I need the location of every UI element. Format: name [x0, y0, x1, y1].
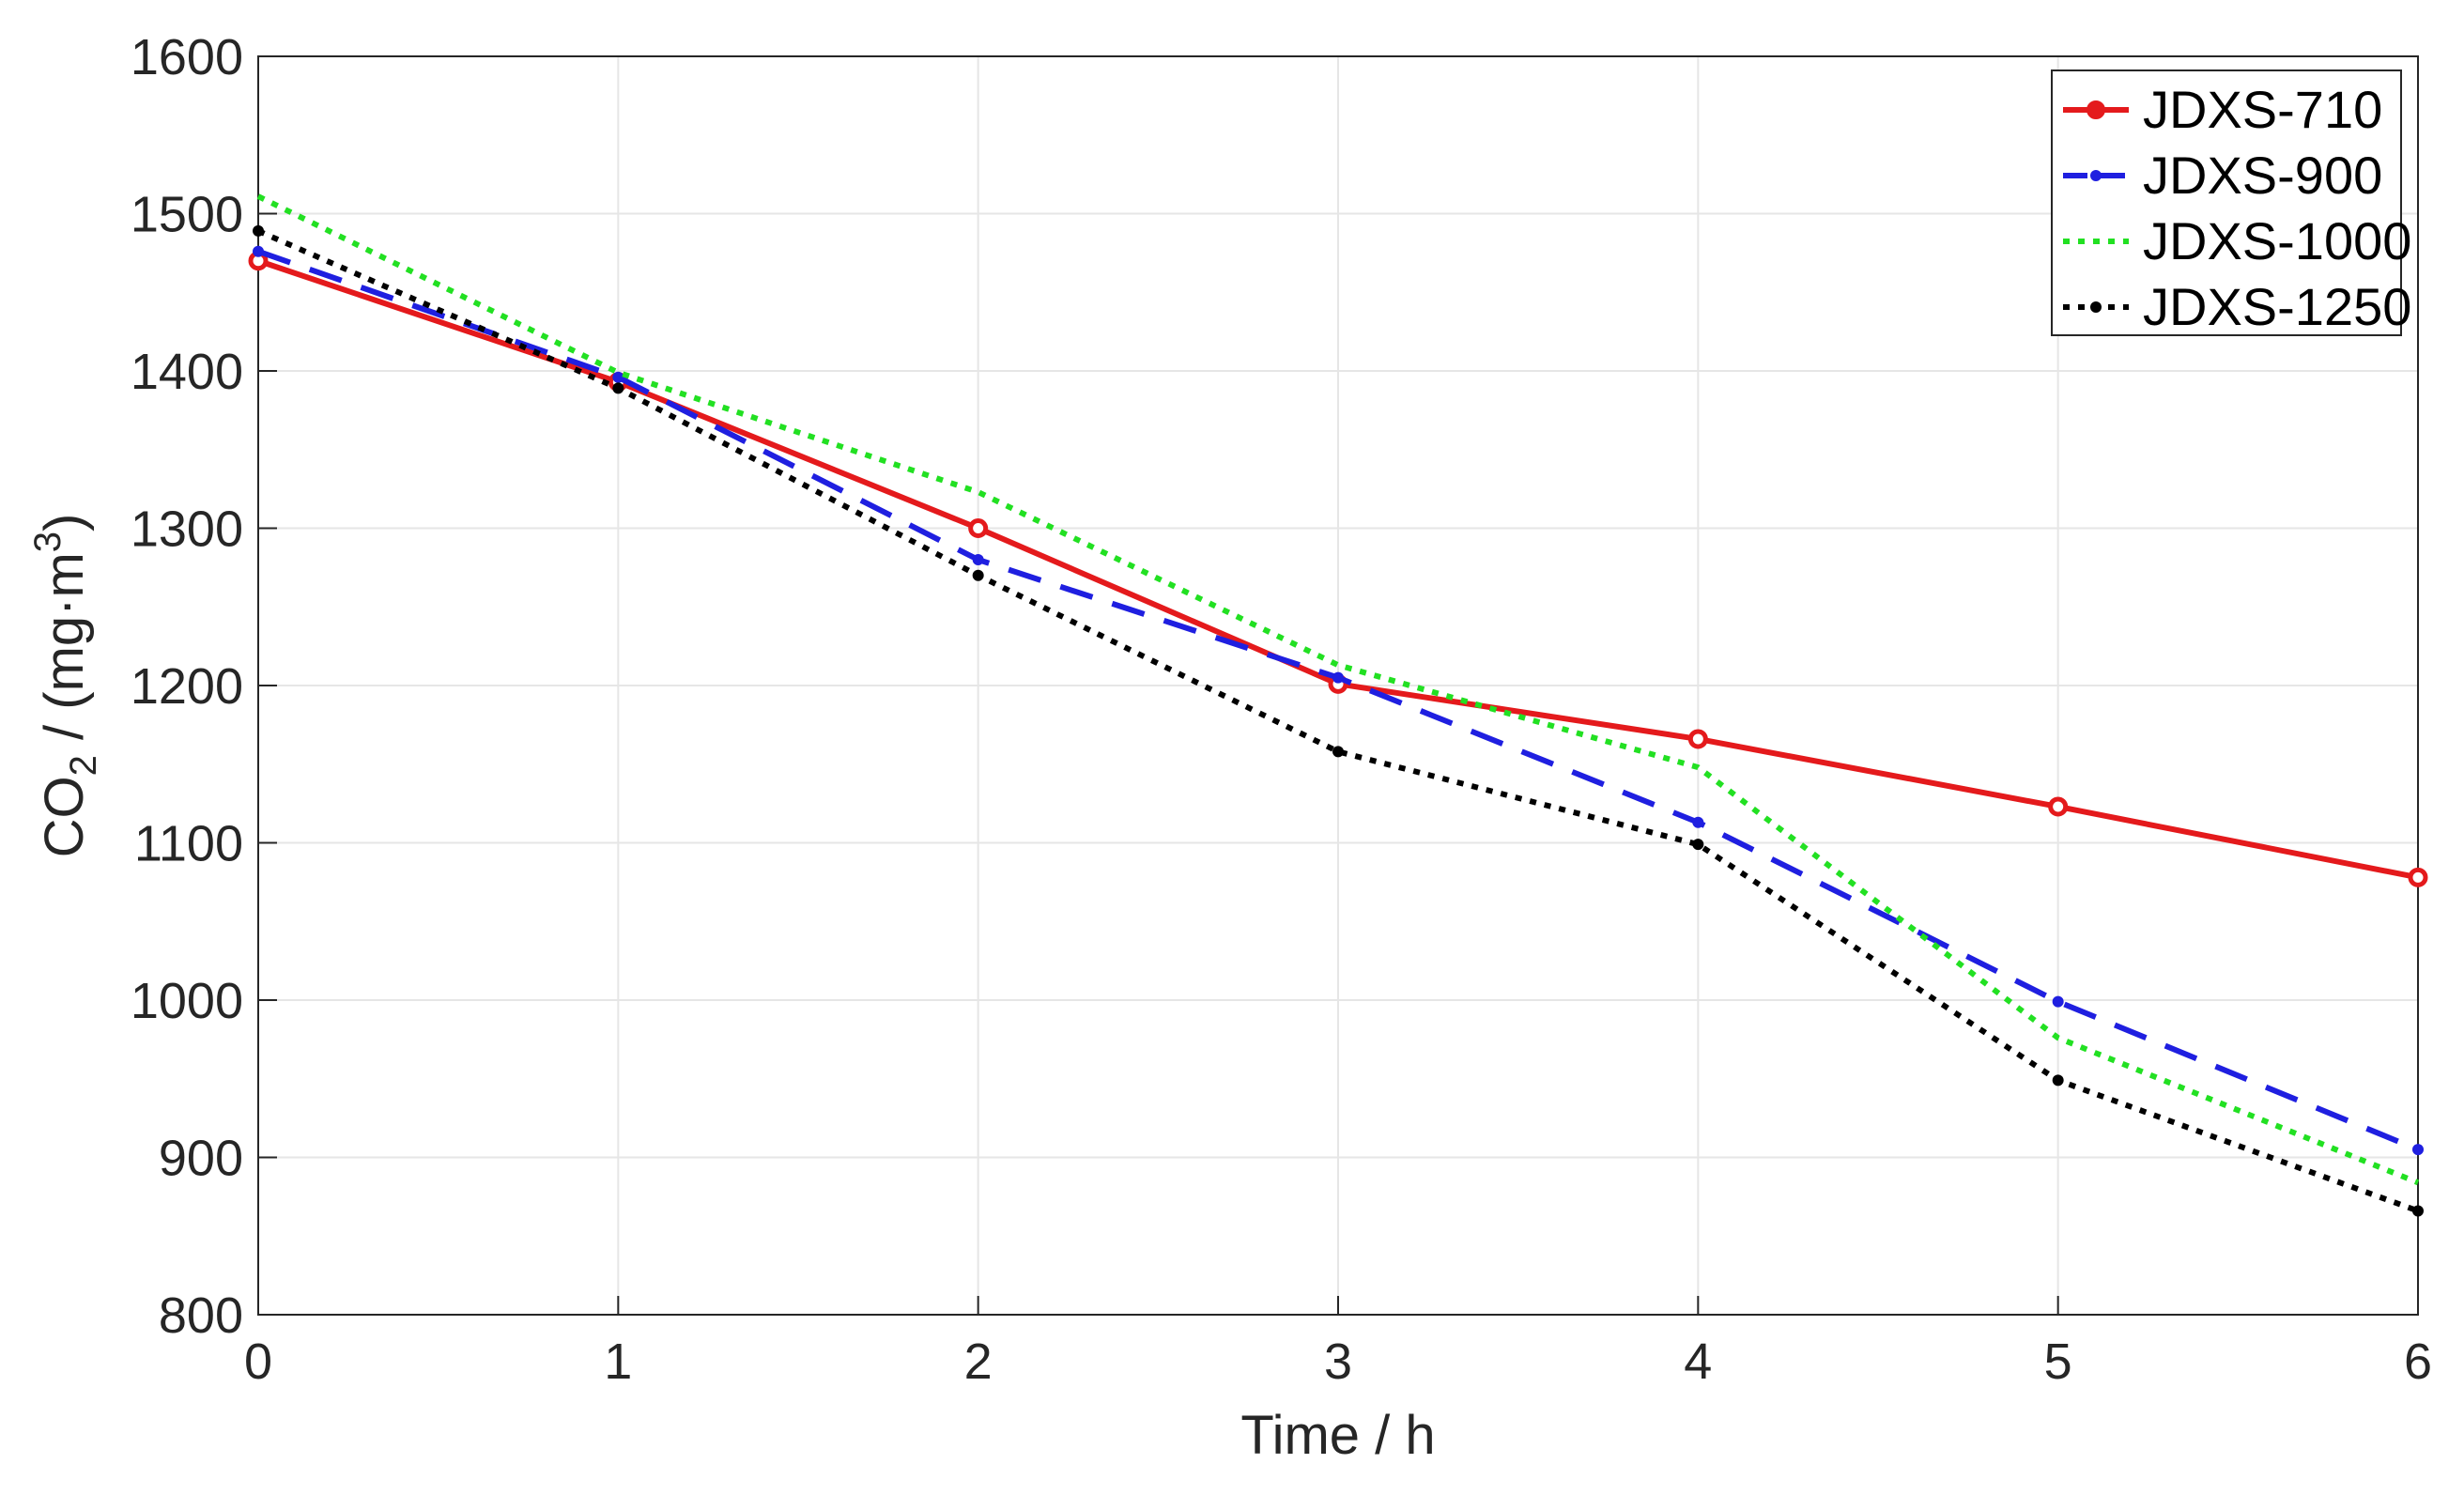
data-point [1692, 816, 1704, 828]
data-point [1332, 746, 1344, 758]
data-point [2408, 867, 2428, 887]
data-point [612, 371, 624, 383]
data-point [253, 245, 264, 257]
x-tick-label: 4 [1684, 1333, 1712, 1390]
y-tick-label: 1000 [131, 973, 243, 1029]
data-point [2412, 1144, 2424, 1156]
x-tick-label: 5 [2044, 1333, 2072, 1390]
y-axis-label-subscript: 2 [63, 755, 104, 776]
data-point [2052, 995, 2064, 1008]
y-tick-label: 1200 [131, 658, 243, 715]
series-jdxs-900 [253, 245, 2424, 1156]
legend-entry-jdxs-900: JDXS-900 [2063, 146, 2382, 205]
data-point [2412, 1205, 2424, 1217]
x-tick-label: 2 [964, 1333, 993, 1390]
legend-label: JDXS-1000 [2143, 211, 2411, 270]
data-point [1687, 729, 1708, 749]
legend-label: JDXS-1250 [2143, 277, 2411, 336]
y-tick-label: 1400 [131, 344, 243, 400]
data-point [253, 224, 264, 237]
x-tick-label: 6 [2404, 1333, 2432, 1390]
data-point [2052, 1074, 2064, 1087]
legend-marker [2087, 100, 2105, 119]
legend-label: JDXS-710 [2143, 80, 2382, 139]
x-tick-label: 3 [1324, 1333, 1352, 1390]
y-axis-ticks: 800 900 1000 1100 1200 1300 1400 1500 1600 [131, 29, 277, 1344]
legend-marker [2090, 301, 2102, 313]
data-point [2048, 796, 2069, 817]
data-point [1692, 839, 1704, 851]
y-axis-label-unit-close: ) [34, 514, 95, 532]
legend-box [2051, 69, 2402, 336]
x-tick-label: 0 [244, 1333, 272, 1390]
y-tick-label: 1600 [131, 29, 243, 85]
y-tick-label: 1100 [134, 816, 243, 872]
y-axis-label: CO2 / (mg·m3) [27, 514, 104, 858]
data-point [972, 569, 984, 581]
series-line-jdxs-1000 [256, 193, 2420, 1186]
y-tick-label: 1300 [131, 501, 243, 558]
legend-entry-jdxs-1000: JDXS-1000 [2063, 211, 2411, 270]
legend: JDXS-710 JDXS-900 JDXS-1000 JDXS-1250 [2051, 69, 2411, 336]
y-tick-label: 900 [159, 1131, 243, 1187]
data-point [1332, 671, 1344, 684]
legend-label: JDXS-900 [2143, 146, 2382, 205]
y-axis-label-superscript: 3 [27, 532, 69, 552]
legend-entry-jdxs-710: JDXS-710 [2063, 80, 2382, 139]
x-axis-ticks: 0 1 2 3 4 5 6 [244, 1296, 2432, 1390]
legend-entry-jdxs-1250: JDXS-1250 [2063, 277, 2411, 336]
y-axis-label-base: CO [34, 776, 95, 857]
data-point [612, 382, 624, 394]
series-jdxs-1250 [253, 224, 2424, 1217]
y-tick-label: 800 [159, 1287, 243, 1344]
y-tick-label: 1500 [131, 187, 243, 243]
data-point [968, 518, 989, 538]
x-axis-label: Time / h [1240, 1405, 1435, 1466]
y-axis-label-unit-open: / (mg·m [34, 552, 95, 755]
legend-marker [2090, 170, 2102, 181]
series-jdxs-1000 [256, 193, 2420, 1186]
data-point [972, 554, 984, 565]
x-tick-label: 1 [604, 1333, 632, 1390]
series-group [248, 193, 2428, 1217]
